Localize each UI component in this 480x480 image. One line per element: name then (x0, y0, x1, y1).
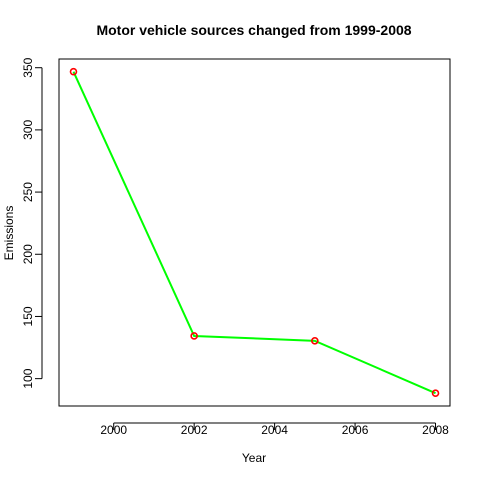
y-axis-title: Emissions (2, 206, 16, 261)
plot-frame (58, 58, 451, 407)
data-point (69, 67, 78, 76)
x-tick-label: 2006 (342, 423, 369, 437)
data-point (311, 337, 319, 345)
y-tick-label: 150 (21, 306, 35, 326)
x-tick-label: 2004 (261, 423, 288, 437)
x-axis-title: Year (242, 451, 266, 465)
series-group (69, 67, 440, 397)
series-line (72, 71, 436, 395)
x-axis: 2000 2002 2004 2006 2008 (100, 422, 449, 437)
y-tick-label: 300 (21, 120, 35, 140)
y-tick-label: 100 (21, 368, 35, 388)
chart-title: Motor vehicle sources changed from 1999-… (96, 22, 411, 38)
y-tick-label: 200 (21, 244, 35, 264)
data-point (431, 389, 440, 397)
y-axis: 100 150 200 250 300 350 (21, 57, 43, 389)
y-tick-label: 250 (21, 182, 35, 202)
x-tick-label: 2000 (100, 423, 127, 437)
y-tick-label: 350 (21, 57, 35, 77)
x-tick-label: 2008 (422, 423, 449, 437)
x-tick-label: 2002 (181, 423, 208, 437)
data-point (190, 332, 198, 340)
